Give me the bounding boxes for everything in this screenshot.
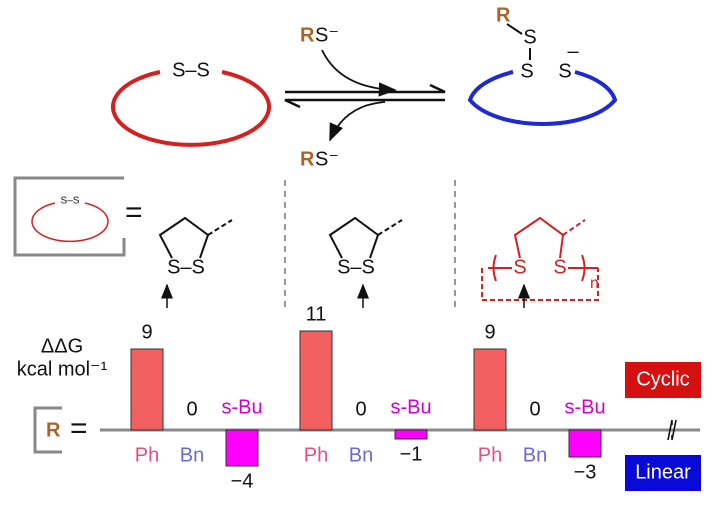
ring-bonds xyxy=(328,216,380,259)
category-label: Ph xyxy=(135,444,159,466)
equilibrium-small xyxy=(667,419,677,441)
category-label: Ph xyxy=(478,444,502,466)
sulfur: S xyxy=(558,60,571,82)
sulfur: S xyxy=(553,256,566,278)
reagent-s: S⁻ xyxy=(315,24,339,46)
r-box xyxy=(33,406,62,454)
bar xyxy=(299,330,333,431)
ring-label: S–S xyxy=(172,59,210,81)
equals: = xyxy=(125,196,143,229)
disulfide: S–S xyxy=(337,256,375,278)
key-box xyxy=(13,176,126,257)
value-label: 0 xyxy=(529,398,540,420)
bar xyxy=(473,348,507,431)
bar xyxy=(130,348,164,431)
sulfur: S xyxy=(513,256,526,278)
curved-arrow xyxy=(329,101,386,142)
r-group: R xyxy=(496,4,511,26)
linear-label: Linear xyxy=(635,461,691,483)
value-label: 11 xyxy=(306,303,327,325)
polymer xyxy=(481,216,599,301)
forward-arrow xyxy=(285,83,446,94)
category-label: Bn xyxy=(523,444,547,466)
value-label: −3 xyxy=(574,461,597,483)
category-label: s-Bu xyxy=(564,396,605,418)
reagent-r: R xyxy=(300,24,315,46)
cyclic-box xyxy=(625,362,701,398)
value-label: 0 xyxy=(355,398,366,420)
methyl xyxy=(377,219,403,236)
cyclic-ring xyxy=(111,70,271,147)
value-label: 9 xyxy=(484,321,495,343)
sulfur: S xyxy=(520,60,533,82)
disulfide: S–S xyxy=(167,256,205,278)
repeat-n: n xyxy=(590,275,599,292)
value-label: 0 xyxy=(186,398,197,420)
reverse-arrow xyxy=(284,98,445,109)
category-label: Bn xyxy=(180,444,204,466)
bar xyxy=(394,429,428,440)
category-label: s-Bu xyxy=(221,396,262,418)
reagent-r: R xyxy=(300,148,315,170)
ddg-unit: kcal mol⁻¹ xyxy=(17,358,108,380)
key-ring xyxy=(31,202,109,243)
equals: = xyxy=(70,412,88,445)
linear-box xyxy=(625,455,701,491)
curved-arrow xyxy=(321,49,397,97)
reagent-s: S⁻ xyxy=(315,148,339,170)
value-label: 9 xyxy=(141,321,152,343)
charge: – xyxy=(567,40,579,62)
category-label: s-Bu xyxy=(390,396,431,418)
ring-bonds xyxy=(158,216,210,259)
ddg-label: ΔΔG xyxy=(41,335,83,357)
cyclic-label: Cyclic xyxy=(636,368,689,390)
bar xyxy=(225,429,259,467)
bar xyxy=(568,429,602,458)
category-label: Ph xyxy=(304,444,328,466)
sulfur: S xyxy=(523,26,536,48)
value-label: −1 xyxy=(400,443,423,465)
key-ring-label: S–S xyxy=(61,196,80,207)
bond xyxy=(506,23,523,35)
category-label: Bn xyxy=(349,444,373,466)
r-label: R xyxy=(46,419,61,441)
linear-ring xyxy=(467,70,618,126)
value-label: −4 xyxy=(231,470,254,492)
methyl xyxy=(207,219,233,236)
